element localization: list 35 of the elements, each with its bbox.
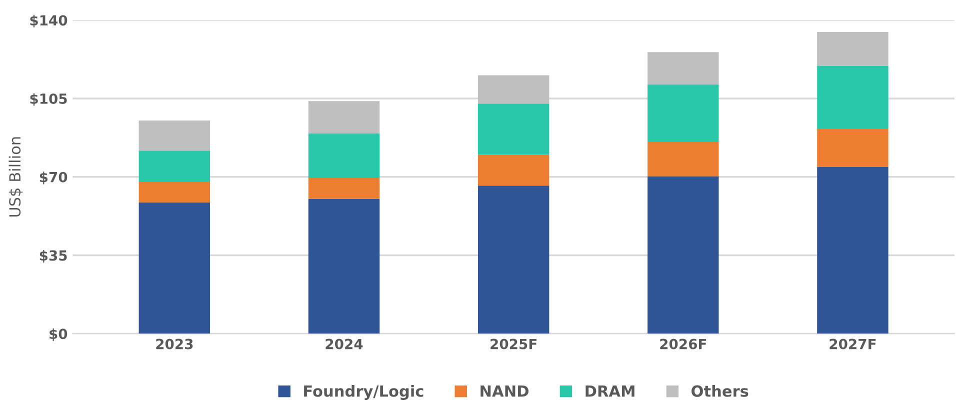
legend-label: NAND <box>480 386 528 397</box>
y-axis-title: US$ Billion <box>8 137 23 217</box>
y-tick-label: $105 <box>30 93 67 106</box>
legend-label: Others <box>692 385 748 397</box>
legend-label: Foundry/Logic <box>304 385 424 400</box>
bar <box>478 104 550 155</box>
bar <box>817 166 888 334</box>
bar <box>308 198 380 334</box>
bar <box>817 32 888 66</box>
bar <box>817 128 888 167</box>
bar <box>478 75 550 104</box>
y-tick-label: $35 <box>40 250 67 263</box>
bar <box>648 142 719 176</box>
bar <box>138 120 210 151</box>
bar <box>138 182 210 202</box>
bar <box>478 186 550 334</box>
y-tick-label: $140 <box>30 14 68 28</box>
bar <box>308 133 380 178</box>
bar <box>138 202 210 334</box>
x-tick-label: 2025F <box>490 338 536 350</box>
bar <box>648 84 719 142</box>
bar <box>648 176 719 334</box>
bar <box>817 66 888 128</box>
x-tick-label: 2023 <box>156 338 193 350</box>
bar <box>648 52 719 84</box>
bar <box>478 154 550 186</box>
x-tick-label: 2027F <box>830 338 876 350</box>
y-tick-label: $70 <box>40 172 68 184</box>
bar <box>308 101 380 134</box>
bar <box>138 150 210 182</box>
bar <box>308 178 380 199</box>
x-tick-label: 2026F <box>660 338 706 350</box>
legend-label: DRAM <box>586 386 634 397</box>
x-tick-label: 2024 <box>326 338 363 350</box>
y-tick-label: $0 <box>50 328 68 341</box>
